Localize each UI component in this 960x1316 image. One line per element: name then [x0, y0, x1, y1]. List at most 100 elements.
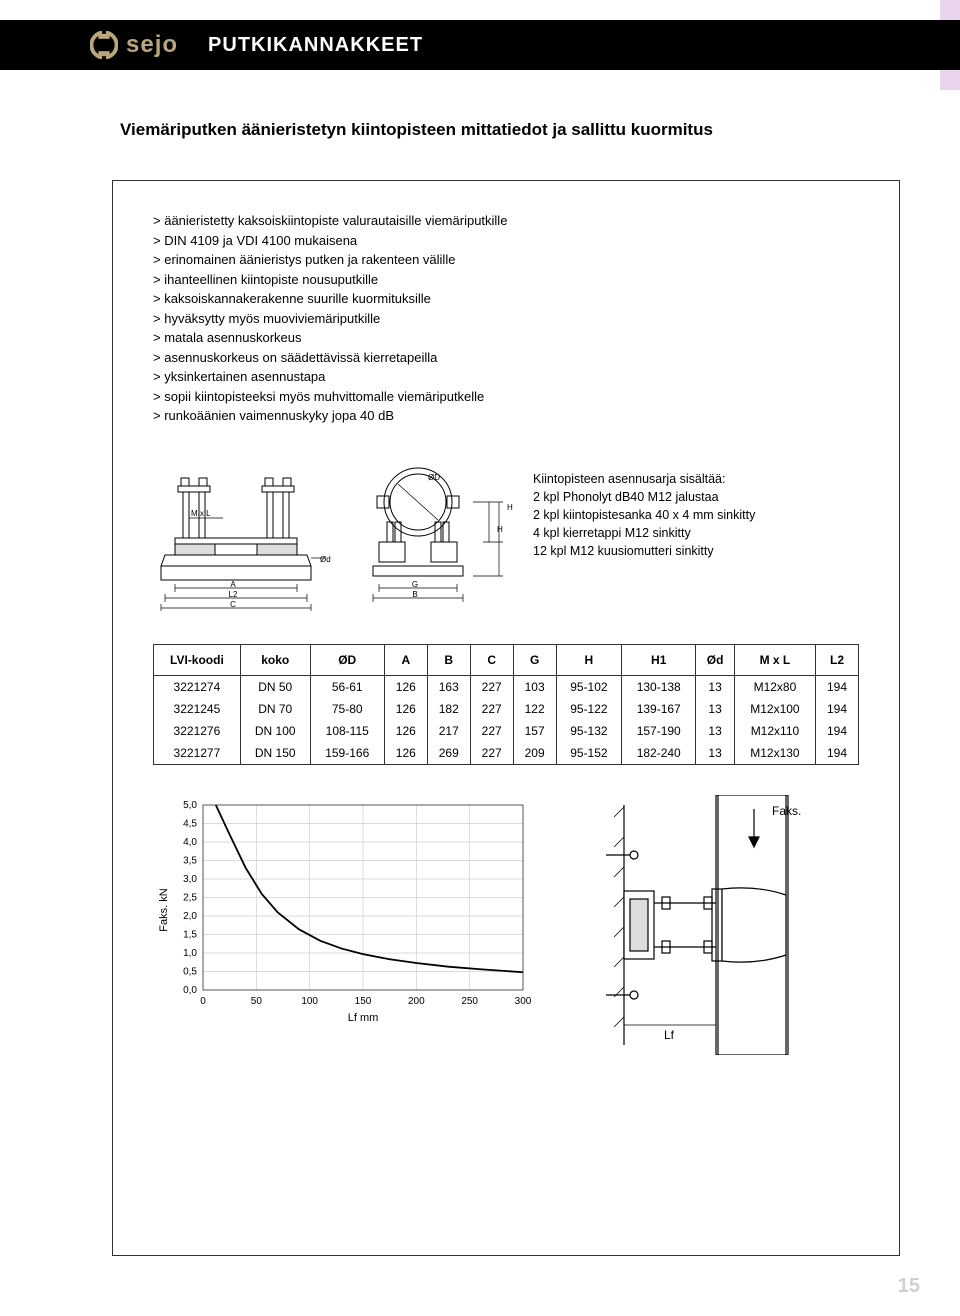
dim-OD: ØD — [428, 473, 440, 482]
table-cell: 227 — [470, 720, 513, 742]
ytick: 4,5 — [183, 818, 197, 829]
table-cell: 95-152 — [556, 742, 622, 765]
dim-MxL: M x L — [191, 509, 211, 518]
feature-item: hyväksytty myös muoviviemäriputkille — [153, 309, 859, 329]
ytick: 4,0 — [183, 837, 197, 848]
dim-H: H — [497, 525, 503, 534]
dim-A: A — [230, 580, 236, 589]
table-cell: 130-138 — [622, 675, 696, 698]
table-row: 3221277DN 150159-16612626922720995-15218… — [154, 742, 859, 765]
xtick: 100 — [301, 996, 318, 1007]
col-header: LVI-koodi — [154, 644, 241, 675]
table-cell: 157 — [513, 720, 556, 742]
install-line: 2 kpl Phonolyt dB40 M12 jalustaa — [533, 488, 755, 506]
feature-item: äänieristetty kaksoiskiintopiste valurau… — [153, 211, 859, 231]
table-cell: DN 150 — [240, 742, 310, 765]
table-cell: 95-102 — [556, 675, 622, 698]
xtick: 200 — [408, 996, 425, 1007]
dimension-table: LVI-koodikokoØDABCGHH1ØdM x LL2 3221274D… — [153, 644, 859, 765]
table-cell: 13 — [696, 742, 735, 765]
ytick: 2,0 — [183, 911, 197, 922]
table-cell: DN 100 — [240, 720, 310, 742]
col-header: L2 — [815, 644, 858, 675]
content-box: äänieristetty kaksoiskiintopiste valurau… — [112, 180, 900, 1256]
dim-B: B — [412, 590, 417, 599]
install-line: 12 kpl M12 kuusiomutteri sinkitty — [533, 542, 755, 560]
install-line: 2 kpl kiintopistesanka 40 x 4 mm sinkitt… — [533, 506, 755, 524]
table-cell: 157-190 — [622, 720, 696, 742]
table-cell: 182-240 — [622, 742, 696, 765]
table-cell: 13 — [696, 698, 735, 720]
ytick: 1,5 — [183, 929, 197, 940]
technical-diagram: A L2 C Ød M x L — [153, 456, 513, 616]
table-cell: 227 — [470, 698, 513, 720]
ytick: 2,5 — [183, 892, 197, 903]
table-cell: DN 50 — [240, 675, 310, 698]
col-header: M x L — [734, 644, 815, 675]
table-cell: 13 — [696, 675, 735, 698]
feature-item: yksinkertainen asennustapa — [153, 367, 859, 387]
table-cell: 163 — [427, 675, 470, 698]
table-cell: 126 — [384, 698, 427, 720]
bottom-row: 0,00,51,01,52,02,53,03,54,04,55,00501001… — [153, 795, 859, 1055]
ytick: 0,5 — [183, 966, 197, 977]
dim-Od: Ød — [320, 555, 331, 564]
chart-ylabel: Faks. kN — [158, 888, 170, 931]
col-header: A — [384, 644, 427, 675]
install-heading: Kiintopisteen asennusarja sisältää: — [533, 470, 755, 488]
feature-list: äänieristetty kaksoiskiintopiste valurau… — [153, 211, 859, 426]
col-header: C — [470, 644, 513, 675]
table-cell: 3221274 — [154, 675, 241, 698]
table-cell: M12x130 — [734, 742, 815, 765]
load-chart: 0,00,51,01,52,02,53,03,54,04,55,00501001… — [153, 795, 533, 1030]
table-cell: 75-80 — [310, 698, 384, 720]
chart-xlabel: Lf mm — [348, 1012, 379, 1024]
feature-item: sopii kiintopisteeksi myös muhvittomalle… — [153, 387, 859, 407]
table-cell: 122 — [513, 698, 556, 720]
table-cell: 103 — [513, 675, 556, 698]
feature-item: DIN 4109 ja VDI 4100 mukaisena — [153, 231, 859, 251]
logo: sejo — [90, 31, 178, 59]
table-cell: DN 70 — [240, 698, 310, 720]
table-cell: 209 — [513, 742, 556, 765]
table-cell: M12x80 — [734, 675, 815, 698]
install-diagram: Faks. Lf — [573, 795, 859, 1055]
dim-C: C — [230, 600, 236, 609]
table-cell: 227 — [470, 675, 513, 698]
install-line: 4 kpl kierretappi M12 sinkitty — [533, 524, 755, 542]
table-cell: 194 — [815, 742, 858, 765]
table-cell: 182 — [427, 698, 470, 720]
ytick: 5,0 — [183, 800, 197, 811]
logo-icon — [90, 31, 118, 59]
col-header: H1 — [622, 644, 696, 675]
xtick: 50 — [251, 996, 263, 1007]
dim-H1: H1 — [507, 503, 513, 512]
diagram-row: A L2 C Ød M x L — [153, 456, 859, 616]
dim-L2: L2 — [229, 590, 238, 599]
table-cell: 3221245 — [154, 698, 241, 720]
col-header: B — [427, 644, 470, 675]
label-Faks: Faks. — [772, 804, 801, 818]
table-cell: 227 — [470, 742, 513, 765]
topbar-title: PUTKIKANNAKKEET — [208, 34, 423, 57]
table-cell: 126 — [384, 720, 427, 742]
feature-item: kaksoiskannakerakenne suurille kuormituk… — [153, 289, 859, 309]
table-cell: 139-167 — [622, 698, 696, 720]
page-title: Viemäriputken äänieristetyn kiintopistee… — [120, 120, 713, 140]
feature-item: matala asennuskorkeus — [153, 328, 859, 348]
ytick: 1,0 — [183, 948, 197, 959]
table-cell: 194 — [815, 675, 858, 698]
logo-text: sejo — [126, 31, 178, 59]
table-cell: 194 — [815, 698, 858, 720]
table-cell: 194 — [815, 720, 858, 742]
dim-G: G — [412, 580, 418, 589]
table-cell: 126 — [384, 675, 427, 698]
topbar: sejo PUTKIKANNAKKEET — [0, 20, 960, 70]
table-row: 3221276DN 100108-11512621722715795-13215… — [154, 720, 859, 742]
feature-item: asennuskorkeus on säädettävissä kierreta… — [153, 348, 859, 368]
table-cell: M12x100 — [734, 698, 815, 720]
table-cell: 269 — [427, 742, 470, 765]
table-cell: 126 — [384, 742, 427, 765]
col-header: Ød — [696, 644, 735, 675]
col-header: H — [556, 644, 622, 675]
